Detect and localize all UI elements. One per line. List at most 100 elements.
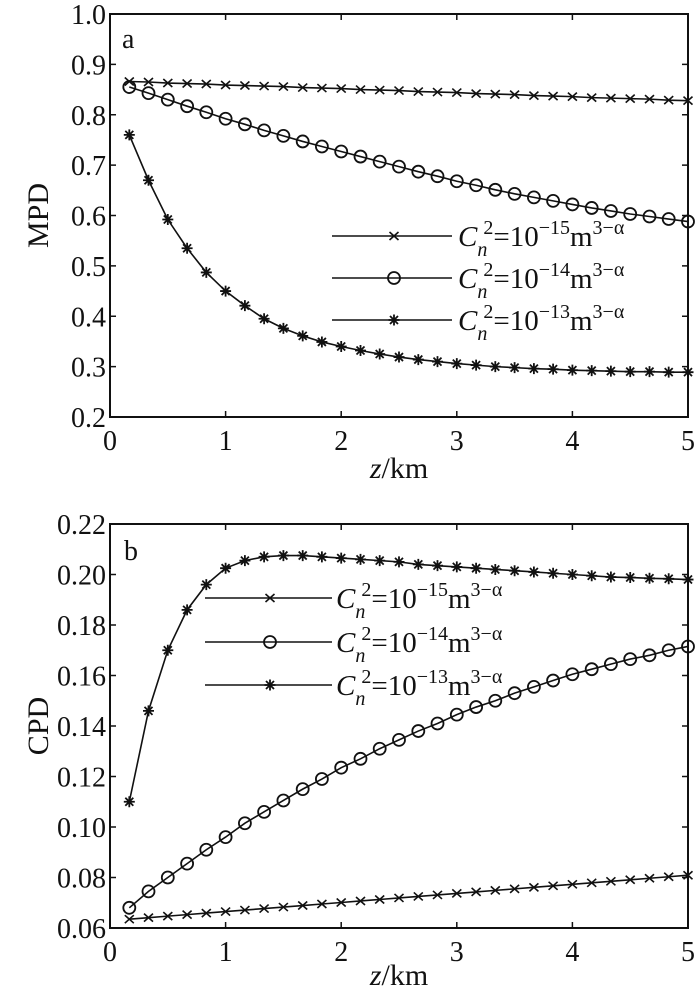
circle-marker: [141, 86, 156, 100]
star-marker: [258, 313, 270, 325]
x-marker: [605, 93, 616, 103]
legend-eq: =10: [493, 305, 538, 337]
legend-unit: m: [570, 221, 593, 253]
legend-label: Cn2=10−15m3−α: [336, 579, 503, 623]
x-marker: [278, 902, 289, 912]
circle-marker: [295, 782, 310, 797]
circle-marker: [353, 149, 368, 164]
y-tick-label: 0.9: [71, 50, 106, 81]
legend-label: Cn2=10−14m3−α: [336, 623, 503, 667]
series-line: [128, 645, 689, 909]
legend-exp: −15: [417, 579, 448, 601]
star-marker: [470, 359, 482, 371]
circle-marker: [334, 760, 349, 775]
y-tick-label: 0.14: [57, 712, 106, 743]
x-marker: [432, 87, 443, 97]
y-tick-label: 0.20: [57, 561, 106, 592]
star-marker: [509, 565, 521, 577]
x-axis-label-var: z: [369, 959, 382, 992]
y-axis-label: MPD: [22, 183, 55, 248]
circle-marker: [527, 190, 541, 205]
x-marker: [644, 873, 655, 883]
x-marker: [388, 231, 400, 241]
series-2: [122, 80, 695, 229]
circle-marker: [642, 648, 657, 663]
circle-marker: [122, 900, 137, 915]
legend-sub: n: [355, 688, 365, 710]
legend-eq: =10: [493, 221, 538, 253]
x-tick-label: 3: [450, 426, 464, 457]
legend-sup: 2: [361, 623, 371, 645]
x-tick-label: 1: [219, 937, 233, 968]
circle-marker: [257, 123, 271, 138]
star-marker: [277, 322, 289, 334]
star-marker: [123, 129, 135, 141]
x-marker: [586, 93, 597, 103]
star-marker: [220, 285, 232, 297]
x-marker: [162, 911, 173, 921]
star-marker: [431, 560, 443, 572]
y-tick-label: 0.4: [71, 302, 106, 333]
legend-unit-exp: 3−α: [471, 579, 503, 601]
circle-marker: [334, 144, 349, 159]
legend-eq: =10: [371, 627, 416, 659]
x-marker: [413, 891, 424, 902]
legend-unit: m: [448, 583, 471, 615]
circle-marker: [122, 80, 137, 94]
x-marker: [239, 905, 250, 915]
circle-marker: [392, 159, 406, 174]
circle-marker: [488, 693, 503, 708]
x-marker: [259, 81, 270, 91]
star-marker: [624, 572, 636, 584]
circle-marker: [372, 741, 387, 756]
y-tick-label: 0.6: [71, 202, 106, 233]
x-axis-label-unit: /km: [382, 959, 429, 992]
circle-marker: [218, 111, 233, 126]
circle-marker: [565, 197, 580, 212]
x-tick-label: 1: [219, 426, 233, 457]
legend-sup: 2: [361, 666, 371, 688]
circle-marker: [276, 129, 291, 143]
x-axis-label: z/km: [369, 959, 428, 992]
series-line: [129, 86, 689, 223]
star-marker: [528, 566, 540, 578]
star-marker: [355, 345, 367, 357]
circle-marker: [276, 793, 291, 808]
legend-unit-exp: 3−α: [593, 301, 625, 323]
x-marker: [316, 83, 327, 93]
circle-marker: [661, 643, 676, 658]
y-tick-label: 0.18: [57, 611, 106, 642]
x-tick-label: 5: [681, 426, 695, 457]
circle-marker: [218, 830, 233, 844]
star-marker: [566, 364, 578, 376]
x-marker: [413, 86, 424, 97]
x-marker: [451, 87, 462, 98]
circle-marker: [449, 707, 464, 722]
legend-entry: Cn2=10−13m3−α: [332, 301, 625, 345]
legend-sub: n: [355, 601, 365, 623]
x-marker: [220, 906, 231, 917]
star-marker: [528, 363, 540, 375]
legend-symbol: C: [336, 583, 356, 615]
legend-unit-exp: 3−α: [471, 666, 503, 688]
x-marker: [143, 913, 154, 923]
x-marker: [567, 92, 578, 102]
x-marker: [278, 81, 289, 92]
circle-marker: [314, 772, 329, 786]
star-marker: [297, 330, 309, 342]
circle-marker: [546, 193, 560, 208]
y-tick-label: 0.06: [57, 914, 106, 945]
legend-sup: 2: [483, 301, 493, 323]
x-tick-label: 2: [334, 426, 348, 457]
x-marker: [682, 870, 694, 880]
star-marker: [644, 366, 656, 378]
y-tick-label: 0.2: [71, 403, 106, 434]
legend-entry: Cn2=10−14m3−α: [332, 259, 625, 303]
series-line: [128, 134, 688, 373]
circle-marker: [387, 271, 401, 285]
x-marker: [143, 77, 154, 87]
star-marker: [605, 571, 617, 583]
panel-letter: a: [122, 24, 135, 55]
circle-marker: [584, 662, 599, 677]
circle-marker: [469, 178, 484, 193]
